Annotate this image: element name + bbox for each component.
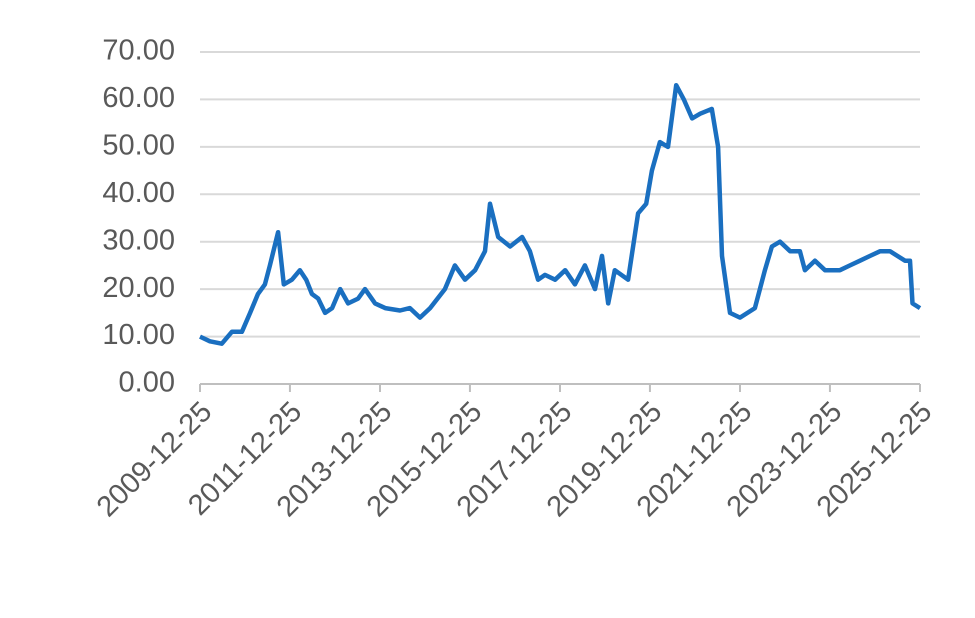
y-tick-label: 40.00 <box>102 177 175 209</box>
y-tick-label: 10.00 <box>102 319 175 351</box>
y-tick-label: 0.00 <box>119 367 175 399</box>
line-series <box>199 82 922 346</box>
y-tick-label: 20.00 <box>102 272 175 304</box>
y-tick-label: 60.00 <box>102 82 175 114</box>
y-tick-label: 30.00 <box>102 224 175 256</box>
y-tick-label: 70.00 <box>102 35 175 67</box>
y-tick-label: 50.00 <box>102 130 175 162</box>
